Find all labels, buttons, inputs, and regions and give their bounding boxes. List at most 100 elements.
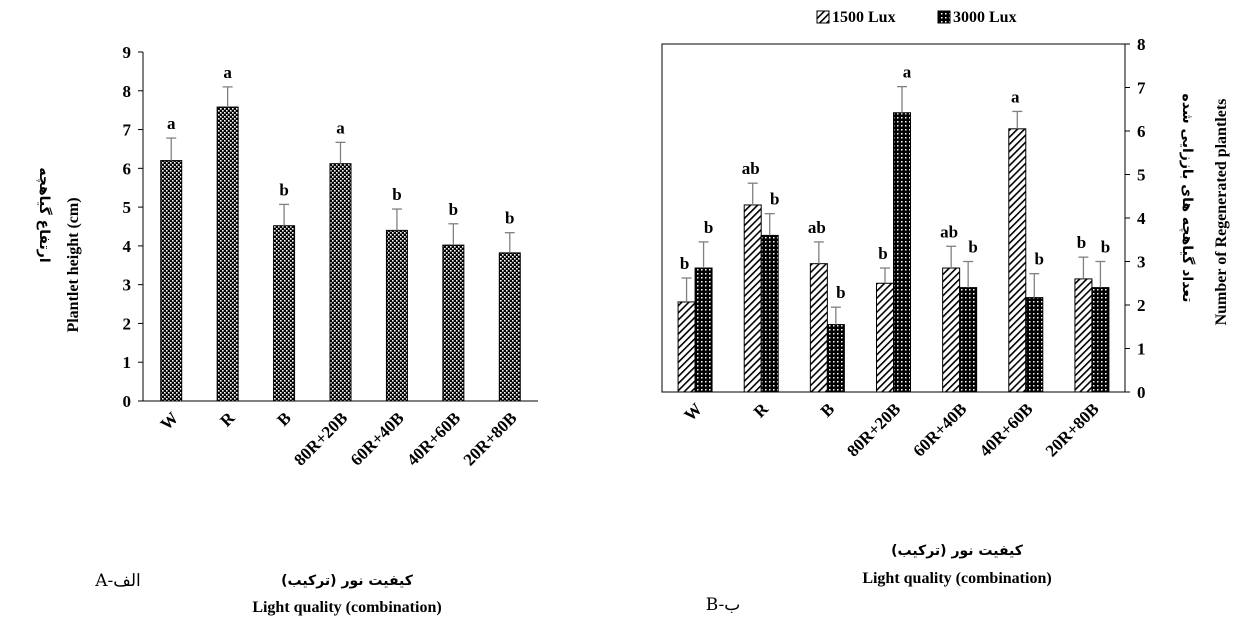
chart-a: a a b a b b b 0 1 2 3 4 5 6 7 8 9 W R B80R+20B60R+40B40R+… [36,43,538,616]
chart-b-significance-letter: b [770,190,779,209]
chart-b-significance-letter: b [878,244,887,263]
chart-a-bar [498,252,521,402]
chart-a-ylabel-fa: ارتفاع گیاهچه [36,167,53,262]
chart-b-significance-letter: b [680,254,689,273]
chart-b-bar [1025,297,1044,393]
chart-b-y-tick-label: 2 [1137,296,1146,315]
chart-a-bars: a a b a b b b [160,63,521,402]
chart-b-significance-letter: b [1077,233,1086,252]
chart-a-significance-letter: a [223,63,232,82]
chart-b-bar [1091,287,1110,393]
chart-b-y-tick-label: 0 [1137,383,1146,402]
chart-b-bar [1074,278,1093,393]
chart-b-bar [826,324,845,393]
chart-a-axes [142,52,538,402]
legend-label-3000: 3000 Lux [953,9,1017,26]
chart-a-x-tick-label: 60R+40B [347,408,408,469]
chart-a-y-tick-label: 7 [123,121,132,140]
chart-a-bar [329,163,352,402]
chart-a-y-tick-label: 5 [123,198,132,217]
chart-a-xlabel-fa: کیفیت نور (ترکیب) [281,573,414,589]
chart-b-x-ticks: W R B 80R+20B 60R+40B 40R+60B 20R+80B [680,399,1102,461]
chart-a-bar [273,225,296,402]
chart-b-significance-letter: b [1035,250,1044,269]
chart-b-ylabel-en: Number of Regenerated plantlets [1213,99,1230,326]
chart-a-x-tick-label: 20R+80B [460,408,521,469]
chart-b-bar [942,267,961,393]
chart-b-y-tick-label: 5 [1137,166,1146,185]
chart-a-y-tick-label: 4 [123,237,132,256]
chart-b-bar [809,263,828,393]
chart-a-significance-letter: a [336,118,345,137]
chart-b-significance-letter: b [704,218,713,237]
chart-a-y-tick-label: 8 [123,82,132,101]
chart-b-bar [694,267,713,393]
chart-b-y-tick-label: 4 [1137,209,1146,228]
legend-swatch-3000 [937,10,951,24]
chart-a-x-tick-label: W [157,408,182,433]
chart-a-x-tick-label: 40R+60B [403,408,464,469]
chart-b-significance-letter: ab [742,159,760,178]
chart-b-significance-letter: b [836,283,845,302]
chart-a-bar [160,160,183,402]
chart-b-x-tick-label: R [750,399,773,422]
legend-label-1500: 1500 Lux [832,9,896,26]
chart-a-x-tick-label: R [216,408,239,431]
chart-a-significance-letter: b [505,209,514,228]
chart-b-significance-letter: b [968,238,977,257]
chart-b-x-tick-label: B [817,399,838,420]
chart-a-ylabel-en: Plantlet height (cm) [65,197,82,332]
chart-a-y-tick-label: 3 [123,276,132,295]
chart-b-y-tick-label: 8 [1137,35,1146,54]
chart-a-xlabel-en: Light quality (combination) [252,599,441,616]
chart-a-significance-letter: b [392,185,401,204]
chart-b-x-tick-label: 40R+60B [976,399,1037,460]
chart-a-significance-letter: b [279,180,288,199]
chart-b-significance-letter: a [1011,87,1020,106]
chart-a-bar [385,229,408,402]
chart-a-y-tick-label: 0 [123,392,132,411]
chart-a-y-tick-label: 1 [123,353,132,372]
chart-b-y-ticks: 0 1 2 3 4 5 6 7 8 [1125,35,1146,402]
chart-b-y-tick-label: 3 [1137,253,1146,272]
chart-b-x-tick-label: 20R+80B [1042,399,1103,460]
chart-a-y-tick-label: 6 [123,159,132,178]
chart-a-panel-label: A-الف [94,571,141,591]
chart-b-xlabel-fa: کیفیت نور (ترکیب) [891,543,1024,559]
chart-b-panel-label: B-ب [706,595,741,615]
chart-b-ylabel-fa: تعداد گیاهچه های باززایی شده [1179,94,1196,303]
chart-b-x-tick-label: 60R+40B [909,399,970,460]
chart-b-bar [743,204,762,393]
chart-b-legend: 1500 Lux 3000 Lux [816,9,1017,26]
chart-b-bar [959,287,978,393]
legend-swatch-1500 [816,10,830,24]
chart-b-y-tick-label: 7 [1137,79,1146,98]
chart-b-significance-letter: a [903,63,912,82]
chart-b-xlabel-en: Light quality (combination) [862,570,1051,587]
chart-b-y-tick-label: 6 [1137,122,1146,141]
chart-b-significance-letter: ab [940,222,958,241]
chart-b-x-tick-label: 80R+20B [843,399,904,460]
chart-b-significance-letter: b [1101,238,1110,257]
chart-b-significance-letter: ab [808,218,826,237]
chart-b-bar [760,234,779,393]
chart-b-bar [1008,128,1027,393]
chart-a-bar [442,244,465,402]
chart-b-x-tick-label: W [680,399,705,424]
chart-a-bar [216,106,239,402]
chart-a-y-ticks: 0 1 2 3 4 5 6 7 8 9 [123,43,143,411]
chart-a-x-tick-label: B [273,408,294,429]
chart-b-bar [677,301,696,393]
chart-b-y-tick-label: 1 [1137,340,1146,359]
chart-a-x-tick-label: 80R+20B [290,408,351,469]
chart-a-y-tick-label: 2 [123,314,132,333]
chart-a-significance-letter: a [167,114,176,133]
chart-b-bar [876,282,894,393]
chart-a-significance-letter: b [449,200,458,219]
chart-a-y-tick-label: 9 [123,43,132,62]
chart-b-bar [893,112,911,393]
